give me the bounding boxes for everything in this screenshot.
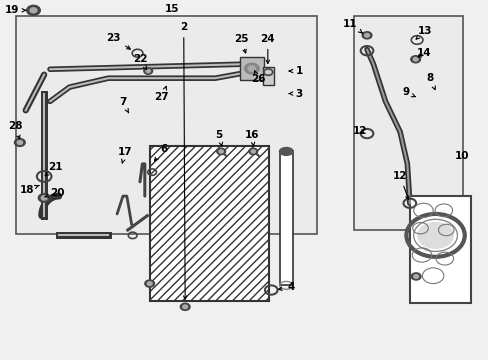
Circle shape [38,194,50,202]
Text: 1: 1 [289,66,302,76]
Text: 12: 12 [352,126,366,136]
Text: 7: 7 [119,98,128,113]
Text: 27: 27 [154,86,169,102]
Circle shape [180,303,190,310]
Circle shape [219,150,223,153]
Text: 26: 26 [250,71,265,84]
Text: 25: 25 [233,34,248,53]
Circle shape [147,282,152,285]
Bar [279,152,292,285]
Text: 12: 12 [392,171,408,199]
Circle shape [410,56,420,63]
Text: 24: 24 [260,34,275,63]
Bar [16,16,317,234]
Text: 2: 2 [180,22,187,299]
Text: 10: 10 [454,151,468,161]
Circle shape [247,66,255,71]
Text: 9: 9 [402,87,414,98]
Text: 11: 11 [343,18,362,33]
Ellipse shape [279,148,292,156]
Circle shape [410,273,420,280]
Text: 8: 8 [426,73,434,90]
Text: 16: 16 [244,130,259,146]
Circle shape [30,8,37,13]
Bar [263,67,273,85]
Circle shape [412,58,417,61]
Text: 14: 14 [416,48,431,58]
Bar [239,57,264,80]
Text: 13: 13 [415,26,432,39]
Bar [353,16,462,230]
Text: 6: 6 [154,144,167,161]
Circle shape [362,32,371,39]
Circle shape [146,69,150,73]
Text: 18: 18 [20,185,39,195]
Circle shape [250,150,255,153]
Bar [409,196,469,303]
Text: 22: 22 [132,54,147,69]
Circle shape [413,275,418,278]
Text: 21: 21 [45,162,63,176]
Text: 19: 19 [5,5,25,15]
Circle shape [216,148,225,155]
Circle shape [364,33,369,37]
Circle shape [248,148,257,155]
Text: 28: 28 [8,121,22,139]
Text: 4: 4 [278,282,294,292]
Text: 15: 15 [164,4,179,14]
Text: 23: 23 [106,33,130,49]
Circle shape [143,68,152,74]
Circle shape [183,305,187,309]
Text: 20: 20 [44,188,64,198]
Circle shape [27,5,40,15]
Text: 3: 3 [289,89,302,99]
Text: 5: 5 [215,130,223,146]
Circle shape [244,63,259,74]
Circle shape [41,196,47,200]
Circle shape [416,222,453,249]
Circle shape [17,140,22,144]
Circle shape [144,280,154,287]
Circle shape [15,139,25,147]
Bar [149,146,268,301]
Text: 17: 17 [118,147,132,163]
